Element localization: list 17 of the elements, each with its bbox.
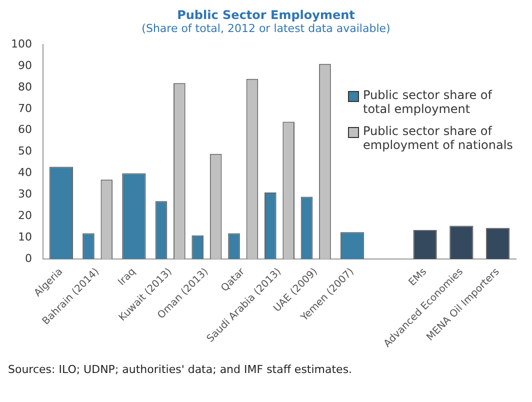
y-tick-label: 70 — [18, 102, 32, 115]
y-tick-label: 80 — [18, 80, 32, 94]
legend-label: Public sector share of employment of nationals — [363, 124, 514, 152]
chart-title: Public Sector Employment — [176, 8, 356, 22]
y-tick-label: 100 — [10, 37, 32, 50]
y-tick-label: 60 — [18, 123, 32, 136]
y-tick-label: 10 — [18, 230, 32, 244]
y-tick-label: 30 — [18, 188, 32, 201]
y-tick-label: 20 — [18, 208, 32, 222]
y-tick-label: 50 — [18, 144, 32, 158]
legend-label: Public sector share of total employment — [363, 88, 494, 116]
y-tick-label: 40 — [18, 166, 32, 180]
source-note: Sources: ILO; UDNP; authorities' data; and IMF staff estimates. — [8, 363, 354, 376]
y-tick-label: 0 — [24, 252, 32, 265]
chart-subtitle: (Share of total, 2012 or latest data available) — [140, 22, 392, 35]
x-tick-label: Iraq — [116, 266, 138, 288]
y-tick-label: 90 — [18, 58, 32, 72]
